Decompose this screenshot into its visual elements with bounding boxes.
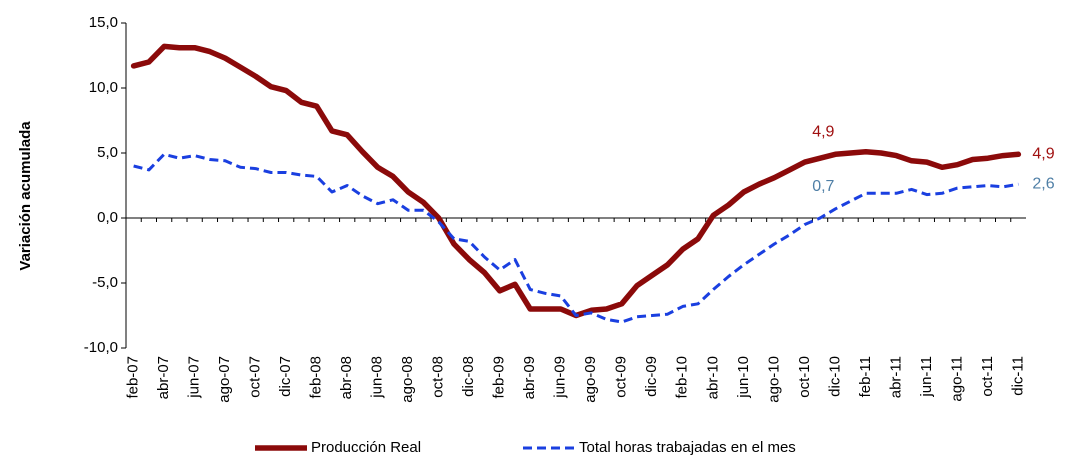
y-tick-label: -10,0 [84,339,118,356]
y-tick-label: -5,0 [92,274,118,291]
y-tick-label: 5,0 [97,144,118,161]
x-tick-label: ago-10 [765,356,782,403]
x-tick-label: oct-08 [430,356,447,398]
x-tick-label: feb-09 [491,356,508,399]
series-line [130,43,1022,319]
x-tick-label: jun-07 [186,356,203,399]
x-tick-label: ago-07 [216,356,233,403]
x-tick-label: dic-07 [277,356,294,397]
x-tick-label: abr-07 [155,356,172,399]
x-tick-label: abr-10 [704,356,721,399]
y-axis-label: Variación acumulada [17,121,34,271]
x-tick-label: dic-08 [460,356,477,397]
data-label: 4,9 [812,124,834,141]
x-tick-label: dic-10 [826,356,843,397]
x-tick-label: jun-10 [735,356,752,399]
series-line [133,152,1019,324]
y-tick-label: 10,0 [89,79,118,96]
x-tick-label: oct-07 [247,356,264,398]
x-tick-label: feb-10 [674,356,691,399]
x-tick-label: abr-09 [521,356,538,399]
x-tick-label: dic-09 [643,356,660,397]
x-tick-label: ago-08 [399,356,416,403]
x-tick-label: jun-11 [918,356,935,398]
x-tick-label: jun-08 [369,356,386,399]
x-tick-label: oct-11 [979,356,996,397]
data-label: 0,7 [812,178,834,195]
y-tick-label: 0,0 [97,209,118,226]
x-tick-label: oct-09 [613,356,630,398]
y-tick-label: 15,0 [89,14,118,31]
x-tick-label: feb-08 [308,356,325,399]
legend-label: Total horas trabajadas en el mes [579,439,796,456]
data-label: 2,6 [1032,175,1054,192]
x-tick-label: abr-11 [887,356,904,398]
x-tick-label: feb-11 [857,356,874,397]
legend-label: Producción Real [311,439,421,456]
x-tick-label: oct-10 [796,356,813,398]
x-tick-label: dic-11 [1009,356,1026,396]
x-tick-label: ago-09 [582,356,599,403]
x-tick-label: jun-09 [552,356,569,399]
x-tick-label: feb-07 [125,356,142,399]
data-label: 4,9 [1032,146,1054,163]
x-tick-label: abr-08 [338,356,355,399]
x-tick-label: ago-11 [948,356,965,402]
